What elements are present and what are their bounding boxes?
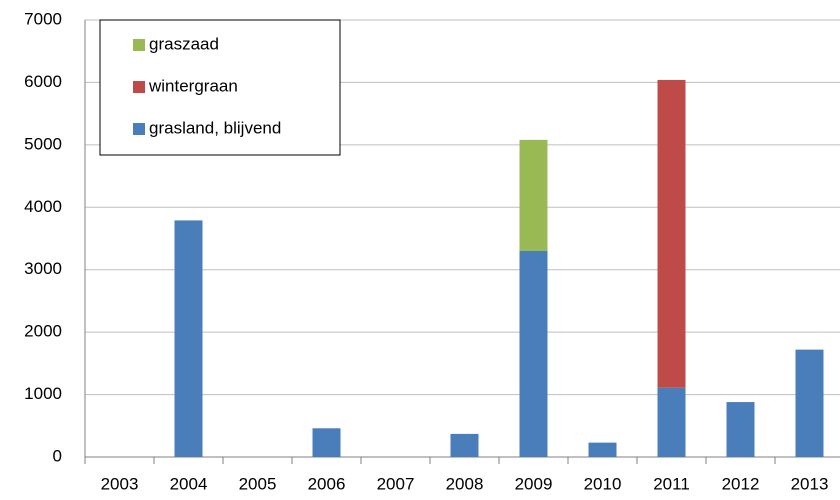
x-tick-label: 2013 <box>791 474 829 493</box>
bar-segment <box>657 79 686 388</box>
bar-segment <box>657 387 686 457</box>
bar-segment <box>588 442 617 457</box>
bar-segment <box>726 402 755 457</box>
legend-label: graszaad <box>149 34 219 53</box>
x-tick-label: 2006 <box>308 474 346 493</box>
bar-segment <box>174 220 203 457</box>
x-tick-label: 2004 <box>170 474 208 493</box>
x-tick-label: 2003 <box>101 474 139 493</box>
x-tick-label: 2009 <box>515 474 553 493</box>
x-tick-label: 2007 <box>377 474 415 493</box>
bar-segment <box>795 349 824 457</box>
legend-label: grasland, blijvend <box>149 118 281 137</box>
y-tick-label: 4000 <box>24 197 62 216</box>
bar-segment <box>519 250 548 457</box>
legend-label: wintergraan <box>148 76 238 95</box>
legend-swatch <box>133 39 145 51</box>
x-tick-label: 2012 <box>722 474 760 493</box>
y-tick-label: 6000 <box>24 72 62 91</box>
bar-segment <box>312 428 341 457</box>
y-tick-label: 3000 <box>24 259 62 278</box>
x-tick-label: 2005 <box>239 474 277 493</box>
legend-swatch <box>133 123 145 135</box>
x-tick-label: 2008 <box>446 474 484 493</box>
y-tick-label: 0 <box>53 446 62 465</box>
x-tick-label: 2011 <box>653 474 690 493</box>
x-tick-label: 2010 <box>584 474 622 493</box>
legend-swatch <box>133 81 145 93</box>
y-tick-label: 1000 <box>24 384 62 403</box>
y-tick-label: 7000 <box>24 9 62 28</box>
bar-segment <box>450 433 479 457</box>
bar-segment <box>519 139 548 251</box>
y-tick-label: 5000 <box>24 134 62 153</box>
y-tick-label: 2000 <box>24 322 62 341</box>
